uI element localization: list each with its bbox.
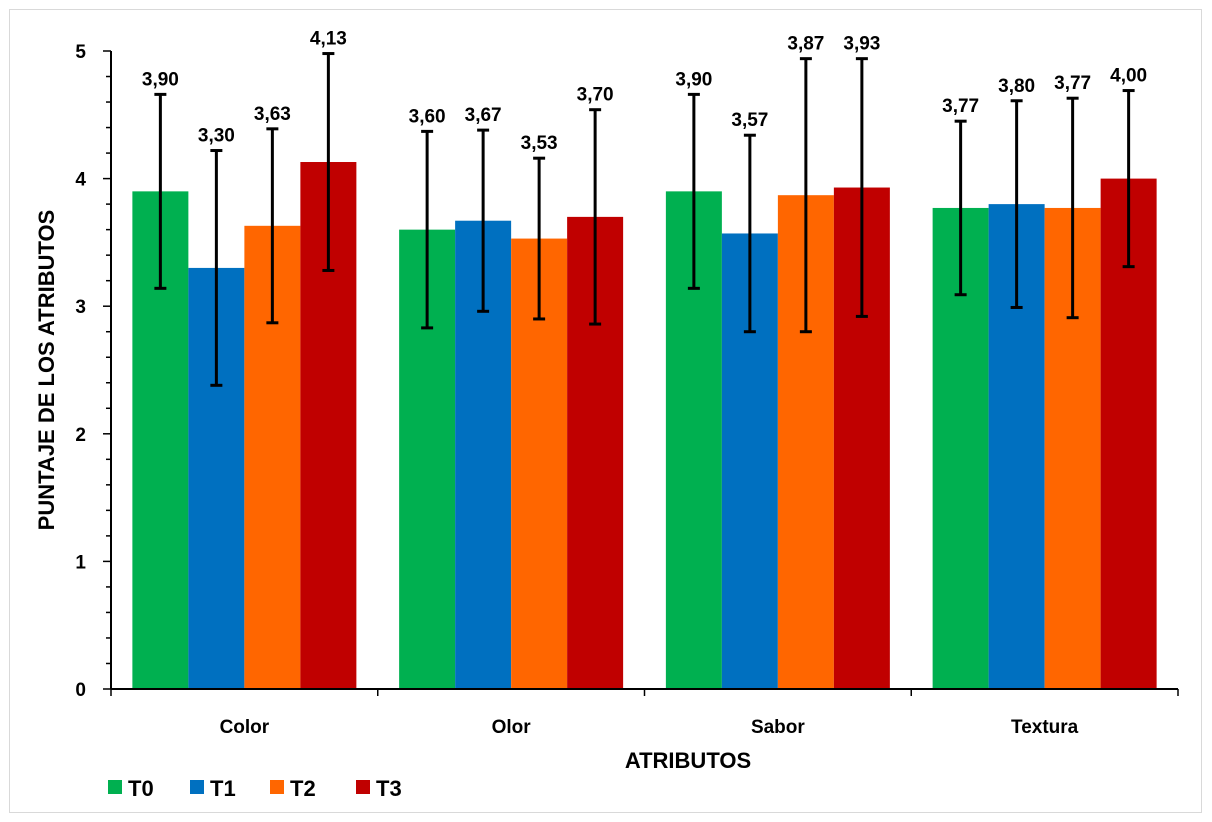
- data-label-t2-sabor: 3,87: [787, 34, 824, 55]
- x-tick-label-color: Color: [220, 717, 270, 738]
- legend-swatch-t3: [356, 780, 370, 794]
- y-tick-label-1: 1: [75, 552, 86, 573]
- x-axis-title: ATRIBUTOS: [625, 748, 751, 773]
- legend-item-t1: T1: [190, 776, 236, 801]
- error-bar-t3-olor: [589, 108, 602, 326]
- legend-item-t2: T2: [270, 776, 316, 801]
- error-bar-t3-textura: [1122, 89, 1135, 269]
- bars-layer: [132, 162, 1157, 690]
- error-bar-t2-color: [266, 127, 279, 325]
- legend-label-t2: T2: [290, 776, 316, 801]
- data-label-t1-sabor: 3,57: [731, 110, 768, 131]
- error-bar-t2-sabor: [799, 57, 812, 334]
- data-label-t3-olor: 3,70: [577, 85, 614, 106]
- data-label-t2-olor: 3,53: [521, 133, 558, 154]
- legend-label-t3: T3: [376, 776, 402, 801]
- data-label-t1-color: 3,30: [198, 126, 235, 147]
- error-bar-t3-color: [322, 52, 335, 272]
- data-label-t0-color: 3,90: [142, 69, 179, 90]
- data-label-t0-sabor: 3,90: [675, 69, 712, 90]
- data-label-t1-olor: 3,67: [465, 105, 502, 126]
- data-label-t0-textura: 3,77: [942, 96, 979, 117]
- data-label-t3-sabor: 3,93: [843, 34, 880, 55]
- legend-swatch-t0: [108, 780, 122, 794]
- legend-label-t1: T1: [210, 776, 236, 801]
- error-bar-t0-textura: [954, 119, 967, 297]
- x-tick-label-textura: Textura: [1011, 717, 1079, 738]
- error-bar-t2-textura: [1066, 96, 1079, 320]
- legend-label-t0: T0: [128, 776, 154, 801]
- error-bar-t1-textura: [1010, 99, 1023, 309]
- y-tick-label-5: 5: [75, 42, 86, 63]
- axes-layer: Color Olor Sabor Textura 0 1 2 3 4 5: [75, 42, 1179, 738]
- error-bars-layer: [154, 52, 1135, 387]
- error-bar-t3-sabor: [855, 57, 868, 318]
- data-label-t2-color: 3,63: [254, 104, 291, 125]
- y-tick-label-0: 0: [75, 680, 86, 701]
- data-label-t0-olor: 3,60: [409, 106, 446, 127]
- legend-swatch-t1: [190, 780, 204, 794]
- data-labels-layer: 3,90 3,30 3,63 4,13 3,60 3,67 3,53 3,70 3,90 3,57…: [142, 29, 1147, 155]
- error-bar-t1-color: [210, 149, 223, 387]
- legend-item-t0: T0: [108, 776, 154, 801]
- y-axis-title: PUNTAJE DE LOS ATRIBUTOS: [34, 210, 59, 531]
- error-bar-t2-olor: [533, 156, 546, 321]
- error-bar-t1-olor: [477, 128, 490, 313]
- x-tick-label-sabor: Sabor: [751, 717, 805, 738]
- legend-swatch-t2: [270, 780, 284, 794]
- error-bar-t1-sabor: [743, 133, 756, 334]
- y-tick-label-3: 3: [75, 297, 86, 318]
- data-label-t1-textura: 3,80: [998, 76, 1035, 97]
- error-bar-t0-sabor: [687, 92, 700, 290]
- legend: T0 T1 T2 T3: [108, 776, 402, 801]
- x-tick-label-olor: Olor: [492, 717, 532, 738]
- data-label-t3-textura: 4,00: [1110, 66, 1147, 87]
- error-bar-t0-olor: [421, 129, 434, 330]
- y-tick-label-4: 4: [75, 170, 86, 191]
- y-tick-label-2: 2: [75, 425, 86, 446]
- error-bar-t0-color: [154, 92, 167, 290]
- data-label-t2-textura: 3,77: [1054, 73, 1091, 94]
- legend-item-t3: T3: [356, 776, 402, 801]
- data-label-t3-color: 4,13: [310, 29, 347, 50]
